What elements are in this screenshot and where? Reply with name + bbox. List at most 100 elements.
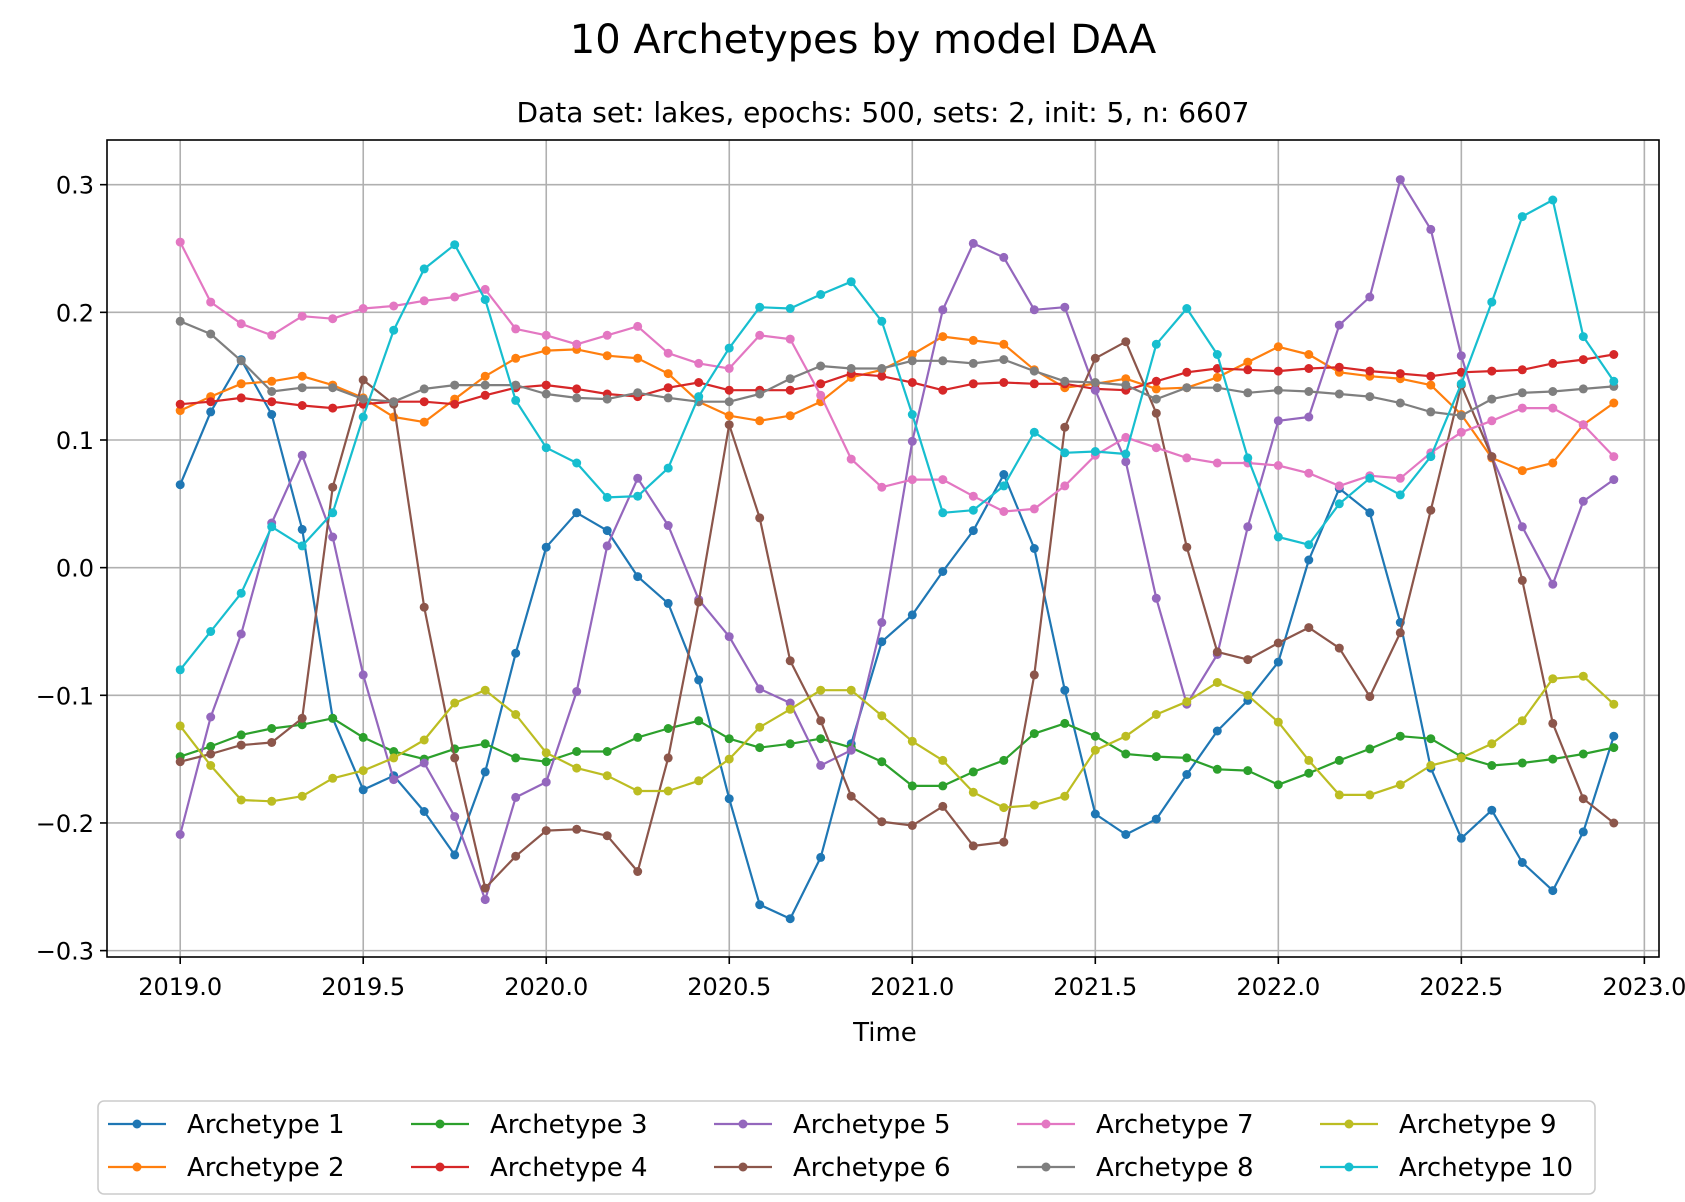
data-point [1334,389,1344,399]
data-point [1578,794,1588,804]
data-point [297,311,307,321]
data-point [328,403,338,413]
data-point [1548,754,1558,764]
data-point [511,380,521,390]
data-point [1365,744,1375,754]
data-point [511,753,521,763]
data-point [1243,690,1253,700]
data-point [968,335,978,345]
data-point [694,392,704,402]
data-point [1304,364,1314,373]
data-point [1609,452,1619,462]
data-point [938,475,948,485]
data-point [297,371,307,381]
legend-label: Archetype 8 [1096,1153,1254,1183]
data-point [999,470,1009,479]
data-point [1304,623,1314,633]
data-point [1182,697,1192,707]
x-tick-label: 2020.5 [687,973,771,1001]
data-point [1334,755,1344,765]
data-point [1273,342,1283,352]
y-tick-label: 0.3 [56,172,94,200]
data-point [1456,379,1466,389]
data-point [389,747,399,756]
plot-lines [175,175,1619,924]
data-point [267,522,277,532]
data-point [267,330,277,340]
data-point [1365,790,1375,800]
legend-label: Archetype 1 [187,1110,345,1140]
series-archetype-3 [175,713,1619,791]
data-point [175,830,185,839]
data-point [419,758,429,768]
data-point [999,252,1009,262]
data-point [1212,364,1222,373]
data-point [1517,858,1527,867]
data-point [1090,385,1100,395]
data-point [1121,449,1131,459]
data-point [297,541,307,551]
x-axis: 2019.0 2019.5 2020.0 2020.5 2021.0 2021.5 2022… [138,957,1685,1001]
data-point [663,521,673,530]
data-point [206,407,216,417]
data-point [1456,753,1466,763]
data-point [602,541,612,551]
data-point [1395,490,1405,500]
data-point [694,358,704,368]
data-point [1029,366,1039,376]
legend-item: Archetype 1 [108,1110,345,1140]
data-point [1365,366,1375,376]
series-archetype-1 [175,355,1619,924]
data-point [846,685,856,695]
data-point [1426,761,1436,770]
data-point [267,397,277,407]
data-point [1151,376,1161,386]
data-point [816,379,826,389]
data-point [846,454,856,464]
data-point [602,351,612,361]
data-point [1548,718,1558,728]
legend-label: Archetype 4 [490,1153,648,1183]
legend-label: Archetype 2 [187,1153,345,1183]
data-point [1304,468,1314,478]
data-point [877,757,887,767]
data-point [1548,886,1558,896]
data-point [389,775,399,785]
legend-label: Archetype 9 [1399,1110,1557,1140]
data-point [1151,710,1161,719]
data-point [1029,379,1039,389]
plot-area-frame [106,139,1660,958]
data-point [450,380,460,390]
data-point [1456,833,1466,843]
data-point [1578,420,1588,430]
data-point [663,598,673,608]
data-point [724,420,734,430]
data-point [1182,453,1192,463]
data-point [663,786,673,796]
data-point [1487,366,1497,376]
data-point [328,314,338,324]
data-point [419,296,429,306]
data-point [1548,403,1558,413]
x-tick-label: 2023.0 [1602,973,1685,1001]
data-point [1212,647,1222,657]
y-tick-label: −0.1 [36,682,94,710]
data-point [1426,224,1436,234]
data-point [358,375,368,385]
data-point [1548,387,1558,396]
data-point [1487,416,1497,426]
data-point [1304,768,1314,778]
data-point [785,704,795,714]
legend: Archetype 1 Archetype 2 Archetype 3 Archety… [97,1100,1596,1195]
data-point [358,785,368,795]
data-point [602,394,612,404]
data-point [785,698,795,708]
data-point [968,379,978,389]
data-point [1334,362,1344,372]
series-archetype-6 [175,337,1619,893]
legend-item: Archetype 5 [714,1110,951,1140]
legend-item: Archetype 7 [1017,1110,1254,1140]
data-point [1060,376,1070,386]
data-point [1151,443,1161,453]
data-point [724,754,734,764]
